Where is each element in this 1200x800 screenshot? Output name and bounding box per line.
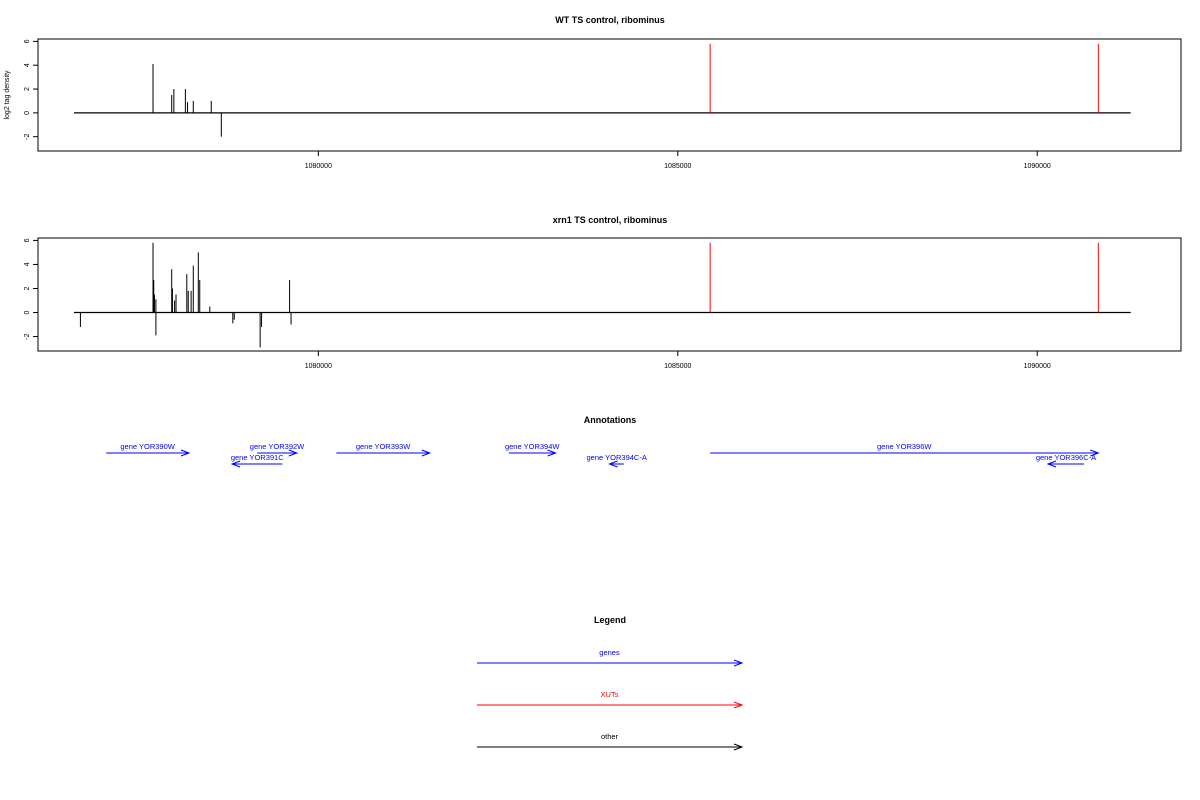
gene-annotation: gene YOR393W xyxy=(336,442,432,457)
legend-label: other xyxy=(601,732,619,741)
gene-annotation: gene YOR394C-A xyxy=(587,453,647,468)
gene-label: gene YOR393W xyxy=(356,442,411,451)
x-tick-label: 1090000 xyxy=(1024,163,1051,170)
panel-title: WT TS control, ribominus xyxy=(555,15,665,25)
gene-label: gene YOR394W xyxy=(505,442,560,451)
gene-annotation: gene YOR396C-A xyxy=(1036,453,1096,468)
y-tick-label: 4 xyxy=(24,63,31,67)
gene-annotation: gene YOR391C xyxy=(230,453,284,468)
y-axis: -2 0 2 4 6 xyxy=(24,39,38,140)
panel-title: xrn1 TS control, ribominus xyxy=(553,215,668,225)
y-axis-label: log2 tag density xyxy=(4,70,11,120)
y-tick-label: -2 xyxy=(24,333,31,339)
y-tick-label: 0 xyxy=(24,111,31,115)
xrn1-coverage-panel: xrn1 TS control, ribominus -2 0 2 4 6 108000… xyxy=(24,215,1182,370)
arrowhead xyxy=(1046,460,1057,468)
gene-label: gene YOR392W xyxy=(250,442,305,451)
x-tick-label: 1080000 xyxy=(305,363,332,370)
x-axis: 1080000 1085000 1090000 xyxy=(305,151,1051,170)
gene-list: gene YOR390W gene YOR391C gene YOR392W gene… xyxy=(106,442,1100,468)
arrowhead xyxy=(230,460,241,468)
gene-annotation: gene YOR392W xyxy=(250,442,305,457)
arrowhead xyxy=(733,659,744,667)
y-tick-label: 6 xyxy=(24,39,31,43)
x-tick-label: 1085000 xyxy=(664,363,691,370)
wt-coverage-panel: WT TS control, ribominus log2 tag densit… xyxy=(4,15,1182,170)
arrowhead xyxy=(733,701,744,709)
gene-label: gene YOR394C-A xyxy=(587,453,647,462)
gene-annotation: gene YOR390W xyxy=(106,442,191,457)
arrowhead xyxy=(288,449,299,457)
legend-item: XUTs xyxy=(477,690,744,709)
gene-label: gene YOR390W xyxy=(120,442,175,451)
arrowhead xyxy=(608,460,618,468)
x-axis: 1080000 1085000 1090000 xyxy=(305,351,1051,370)
arrowhead xyxy=(180,449,191,457)
y-tick-label: 2 xyxy=(24,286,31,290)
legend: Legend genes XUTs other xyxy=(477,615,744,751)
plot-frame xyxy=(37,38,1182,152)
gene-label: gene YOR396C-A xyxy=(1036,453,1096,462)
legend-label: XUTs xyxy=(601,690,619,699)
legend-label: genes xyxy=(599,648,620,657)
legend-items: genes XUTs other xyxy=(477,648,744,751)
arrowhead xyxy=(421,449,432,457)
legend-item: other xyxy=(477,732,744,751)
arrowhead xyxy=(547,449,558,457)
y-tick-label: -2 xyxy=(24,133,31,139)
x-tick-label: 1090000 xyxy=(1024,363,1051,370)
legend-title: Legend xyxy=(594,615,626,625)
legend-item: genes xyxy=(477,648,744,667)
y-tick-label: 4 xyxy=(24,262,31,266)
gene-label: gene YOR396W xyxy=(877,442,932,451)
arrowhead xyxy=(733,743,744,751)
y-axis: -2 0 2 4 6 xyxy=(24,238,38,340)
plot-frame xyxy=(37,237,1182,352)
y-tick-label: 0 xyxy=(24,310,31,314)
x-tick-label: 1080000 xyxy=(305,163,332,170)
gene-label: gene YOR391C xyxy=(231,453,284,462)
coverage-bars xyxy=(73,43,1131,137)
y-tick-label: 6 xyxy=(24,238,31,242)
coverage-bars xyxy=(73,242,1131,348)
arrowhead xyxy=(1090,449,1100,457)
x-tick-label: 1085000 xyxy=(664,163,691,170)
y-tick-label: 2 xyxy=(24,87,31,91)
gene-annotation: gene YOR396W xyxy=(710,442,1100,457)
gene-annotation: gene YOR394W xyxy=(505,442,560,457)
annotations-title: Annotations xyxy=(584,415,637,425)
